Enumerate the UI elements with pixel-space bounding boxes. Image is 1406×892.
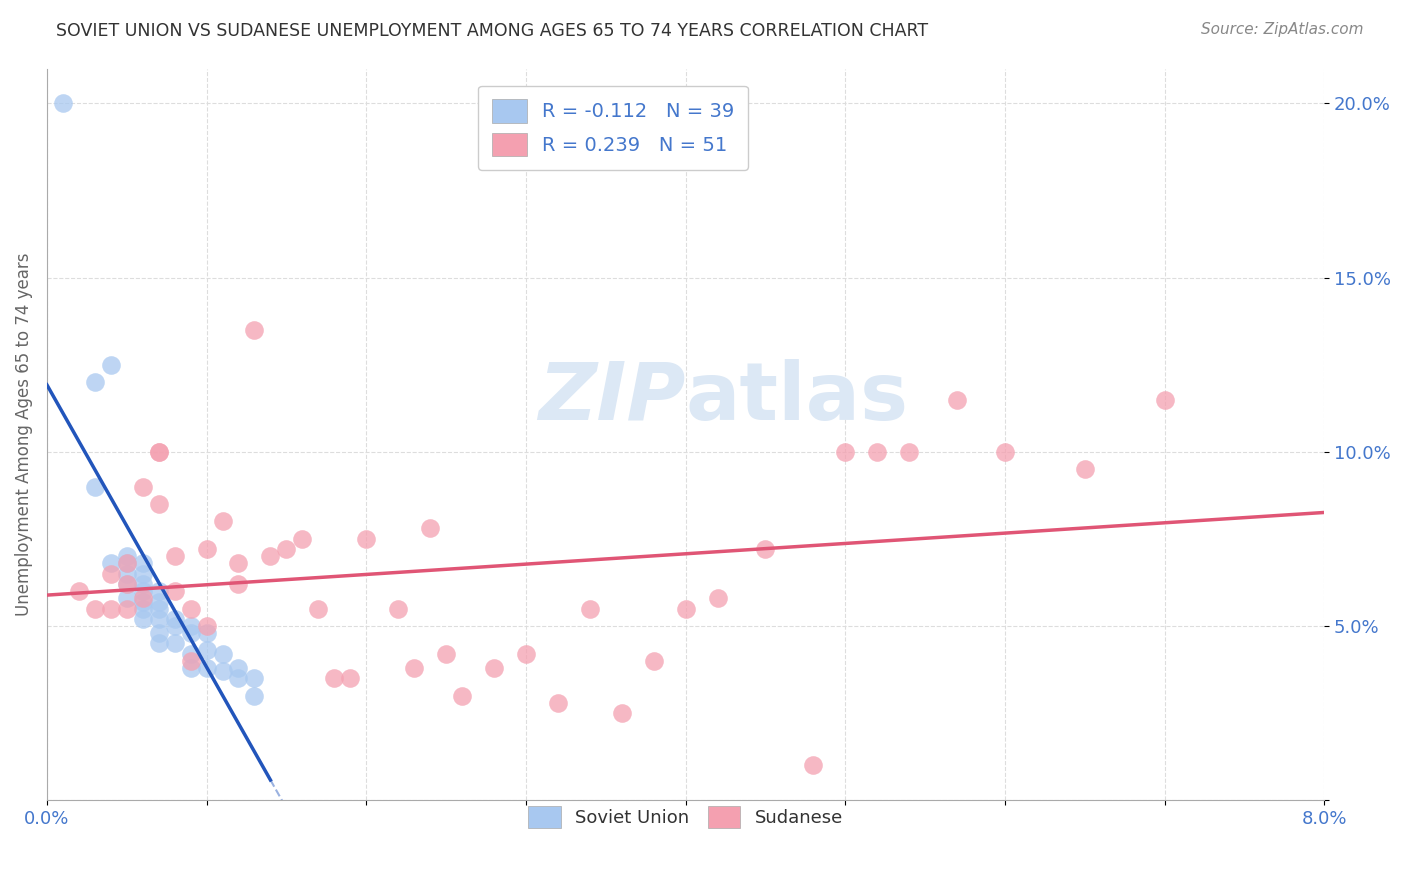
Point [115, 577, 138, 591]
Point [354, 532, 377, 546]
Point [131, 612, 153, 626]
Point [115, 566, 138, 581]
Point [307, 601, 329, 615]
Point [148, 594, 170, 608]
Point [834, 444, 856, 458]
Point [228, 577, 250, 591]
Legend: Soviet Union, Sudanese: Soviet Union, Sudanese [522, 798, 851, 835]
Point [578, 601, 600, 615]
Point [547, 696, 569, 710]
Point [131, 591, 153, 606]
Point [259, 549, 281, 564]
Point [211, 665, 233, 679]
Point [131, 584, 153, 599]
Point [180, 601, 202, 615]
Point [291, 532, 314, 546]
Point [148, 444, 170, 458]
Point [83, 375, 105, 389]
Point [339, 671, 361, 685]
Point [675, 601, 697, 615]
Point [195, 542, 218, 557]
Point [610, 706, 633, 720]
Point [228, 671, 250, 685]
Point [994, 444, 1017, 458]
Point [387, 601, 409, 615]
Point [180, 661, 202, 675]
Point [100, 556, 122, 570]
Point [148, 626, 170, 640]
Point [180, 619, 202, 633]
Point [131, 594, 153, 608]
Point [706, 591, 728, 606]
Point [115, 556, 138, 570]
Point [131, 577, 153, 591]
Point [163, 584, 186, 599]
Point [195, 626, 218, 640]
Point [643, 654, 665, 668]
Point [52, 96, 75, 111]
Point [131, 566, 153, 581]
Point [100, 566, 122, 581]
Point [515, 647, 537, 661]
Text: SOVIET UNION VS SUDANESE UNEMPLOYMENT AMONG AGES 65 TO 74 YEARS CORRELATION CHAR: SOVIET UNION VS SUDANESE UNEMPLOYMENT AM… [56, 22, 928, 40]
Point [131, 480, 153, 494]
Point [228, 661, 250, 675]
Point [243, 323, 266, 337]
Point [100, 601, 122, 615]
Text: atlas: atlas [686, 359, 908, 437]
Point [434, 647, 457, 661]
Point [323, 671, 346, 685]
Point [482, 661, 505, 675]
Point [148, 497, 170, 511]
Point [163, 549, 186, 564]
Point [195, 643, 218, 657]
Point [148, 601, 170, 615]
Point [404, 661, 426, 675]
Point [83, 480, 105, 494]
Point [228, 556, 250, 570]
Point [801, 758, 824, 772]
Point [115, 577, 138, 591]
Point [195, 661, 218, 675]
Point [83, 601, 105, 615]
Text: ZIP: ZIP [538, 359, 686, 437]
Point [754, 542, 776, 557]
Point [131, 601, 153, 615]
Point [148, 584, 170, 599]
Text: Source: ZipAtlas.com: Source: ZipAtlas.com [1201, 22, 1364, 37]
Point [898, 444, 921, 458]
Point [180, 626, 202, 640]
Point [946, 392, 969, 407]
Point [148, 612, 170, 626]
Point [180, 647, 202, 661]
Point [451, 689, 474, 703]
Point [148, 444, 170, 458]
Y-axis label: Unemployment Among Ages 65 to 74 years: Unemployment Among Ages 65 to 74 years [15, 252, 32, 616]
Point [115, 549, 138, 564]
Point [67, 584, 90, 599]
Point [195, 619, 218, 633]
Point [131, 556, 153, 570]
Point [100, 358, 122, 372]
Point [243, 689, 266, 703]
Point [163, 612, 186, 626]
Point [276, 542, 298, 557]
Point [866, 444, 889, 458]
Point [211, 647, 233, 661]
Point [1074, 462, 1097, 476]
Point [243, 671, 266, 685]
Point [180, 654, 202, 668]
Point [1153, 392, 1175, 407]
Point [148, 636, 170, 650]
Point [115, 601, 138, 615]
Point [115, 591, 138, 606]
Point [419, 521, 441, 535]
Point [163, 636, 186, 650]
Point [211, 515, 233, 529]
Point [115, 556, 138, 570]
Point [163, 619, 186, 633]
